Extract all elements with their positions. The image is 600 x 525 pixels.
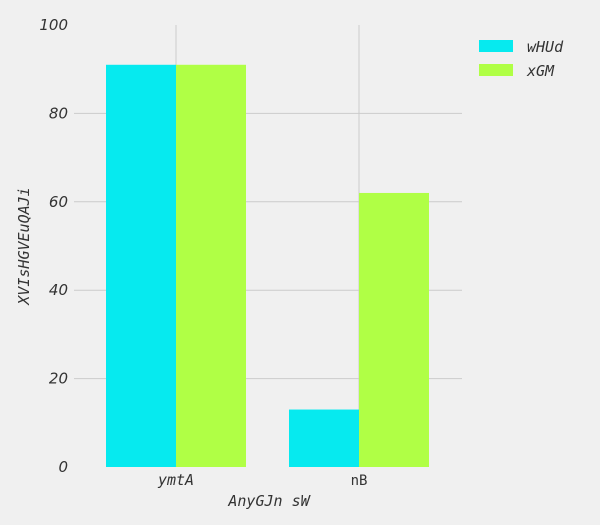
y-tick-label: 100 (39, 16, 68, 34)
y-tick-label: 20 (49, 370, 68, 388)
y-tick-labels: 0 20 40 60 80 100 (39, 16, 68, 476)
bar-wHUd-nB (289, 409, 359, 467)
bar-wHUd-ymtA (106, 64, 176, 467)
bars (106, 64, 429, 467)
y-axis-label: XVIsHGVEuQAJi (15, 187, 33, 305)
legend-label-xGM: xGM (526, 62, 555, 80)
y-tick-label: 80 (49, 104, 68, 122)
x-axis-label: AnyGJn sW (227, 492, 311, 510)
legend-label-wHUd: wHUd (527, 38, 564, 56)
legend-swatch-xGM (479, 64, 513, 76)
y-tick-label: 40 (49, 281, 68, 299)
legend: wHUd xGM (479, 38, 564, 80)
x-tick-labels: ymtA nB (157, 471, 367, 489)
x-tick-label: nB (351, 473, 368, 489)
bar-xGM-nB (359, 192, 429, 467)
y-tick-label: 60 (49, 193, 68, 211)
legend-swatch-wHUd (479, 40, 513, 52)
y-tick-label: 0 (58, 458, 68, 476)
x-tick-label: ymtA (157, 471, 194, 489)
bar-xGM-ymtA (176, 64, 246, 467)
